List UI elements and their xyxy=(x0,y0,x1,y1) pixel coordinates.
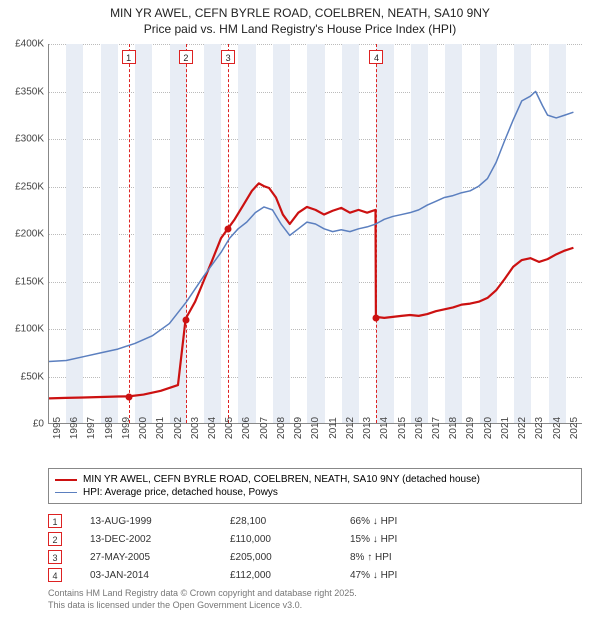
x-tick-label: 2016 xyxy=(414,417,425,439)
legend-swatch-property xyxy=(55,479,77,481)
plot-area: 1234 xyxy=(48,44,582,424)
x-tick-label: 2023 xyxy=(534,417,545,439)
y-tick-label: £400K xyxy=(0,39,48,50)
y-tick-label: £250K xyxy=(0,181,48,192)
y-tick-label: £50K xyxy=(0,371,48,382)
legend-label-property: MIN YR AWEL, CEFN BYRLE ROAD, COELBREN, … xyxy=(83,474,480,485)
event-date: 27-MAY-2005 xyxy=(90,552,230,563)
x-tick-label: 2024 xyxy=(552,417,563,439)
event-delta: 47% ↓ HPI xyxy=(350,570,470,581)
legend-swatch-hpi xyxy=(55,492,77,493)
event-date: 03-JAN-2014 xyxy=(90,570,230,581)
x-tick-label: 1999 xyxy=(121,417,132,439)
event-delta: 15% ↓ HPI xyxy=(350,534,470,545)
event-badge: 1 xyxy=(48,514,62,528)
footer-line-1: Contains HM Land Registry data © Crown c… xyxy=(48,588,582,600)
event-price: £112,000 xyxy=(230,570,350,581)
x-tick-label: 2018 xyxy=(448,417,459,439)
x-tick-label: 2021 xyxy=(500,417,511,439)
x-tick-label: 2013 xyxy=(362,417,373,439)
event-date: 13-DEC-2002 xyxy=(90,534,230,545)
x-tick-label: 1995 xyxy=(52,417,63,439)
x-tick-label: 1996 xyxy=(69,417,80,439)
x-tick-label: 2022 xyxy=(517,417,528,439)
license-footer: Contains HM Land Registry data © Crown c… xyxy=(48,588,582,611)
sale-marker-dot xyxy=(373,314,380,321)
x-tick-label: 2010 xyxy=(310,417,321,439)
event-badge: 2 xyxy=(48,532,62,546)
x-tick-label: 1997 xyxy=(86,417,97,439)
event-date: 13-AUG-1999 xyxy=(90,516,230,527)
x-tick-label: 2015 xyxy=(397,417,408,439)
x-tick-label: 2011 xyxy=(328,417,339,439)
y-tick-label: £200K xyxy=(0,229,48,240)
x-tick-label: 2014 xyxy=(379,417,390,439)
event-row: 4 03-JAN-2014£112,00047% ↓ HPI xyxy=(48,566,582,584)
y-tick-label: £150K xyxy=(0,276,48,287)
x-tick-label: 2020 xyxy=(483,417,494,439)
x-tick-label: 2025 xyxy=(569,417,580,439)
y-tick-label: £300K xyxy=(0,134,48,145)
sale-marker-dot xyxy=(225,226,232,233)
event-row: 2 13-DEC-2002£110,00015% ↓ HPI xyxy=(48,530,582,548)
footer-line-2: This data is licensed under the Open Gov… xyxy=(48,600,582,612)
x-tick-label: 2004 xyxy=(207,417,218,439)
y-tick-label: £350K xyxy=(0,86,48,97)
event-row: 3 27-MAY-2005£205,0008% ↑ HPI xyxy=(48,548,582,566)
x-tick-label: 2001 xyxy=(155,417,166,439)
x-tick-label: 2009 xyxy=(293,417,304,439)
series-hpi xyxy=(49,91,573,361)
events-table: 1 13-AUG-1999£28,10066% ↓ HPI 2 13-DEC-2002… xyxy=(48,512,582,584)
legend-item-property: MIN YR AWEL, CEFN BYRLE ROAD, COELBREN, … xyxy=(55,473,575,486)
chart-title: MIN YR AWEL, CEFN BYRLE ROAD, COELBREN, … xyxy=(0,0,600,37)
legend-box: MIN YR AWEL, CEFN BYRLE ROAD, COELBREN, … xyxy=(48,468,582,504)
price-chart: MIN YR AWEL, CEFN BYRLE ROAD, COELBREN, … xyxy=(0,0,600,620)
event-badge: 4 xyxy=(48,568,62,582)
event-price: £205,000 xyxy=(230,552,350,563)
title-line-2: Price paid vs. HM Land Registry's House … xyxy=(0,22,600,38)
event-price: £110,000 xyxy=(230,534,350,545)
title-line-1: MIN YR AWEL, CEFN BYRLE ROAD, COELBREN, … xyxy=(0,6,600,22)
x-tick-label: 1998 xyxy=(104,417,115,439)
x-tick-label: 2002 xyxy=(173,417,184,439)
event-row: 1 13-AUG-1999£28,10066% ↓ HPI xyxy=(48,512,582,530)
x-tick-label: 2006 xyxy=(241,417,252,439)
x-tick-label: 2019 xyxy=(465,417,476,439)
event-delta: 66% ↓ HPI xyxy=(350,516,470,527)
legend-label-hpi: HPI: Average price, detached house, Powy… xyxy=(83,487,278,498)
x-tick-label: 2005 xyxy=(224,417,235,439)
sale-marker-dot xyxy=(125,394,132,401)
event-delta: 8% ↑ HPI xyxy=(350,552,470,563)
event-price: £28,100 xyxy=(230,516,350,527)
event-badge: 3 xyxy=(48,550,62,564)
legend-item-hpi: HPI: Average price, detached house, Powy… xyxy=(55,486,575,499)
y-tick-label: £100K xyxy=(0,324,48,335)
x-tick-label: 2000 xyxy=(138,417,149,439)
x-tick-label: 2017 xyxy=(431,417,442,439)
x-tick-label: 2003 xyxy=(190,417,201,439)
x-tick-label: 2012 xyxy=(345,417,356,439)
x-tick-label: 2008 xyxy=(276,417,287,439)
x-tick-label: 2007 xyxy=(259,417,270,439)
sale-marker-dot xyxy=(182,316,189,323)
y-tick-label: £0 xyxy=(0,419,48,430)
line-series-svg xyxy=(49,44,582,423)
series-property xyxy=(49,183,573,398)
